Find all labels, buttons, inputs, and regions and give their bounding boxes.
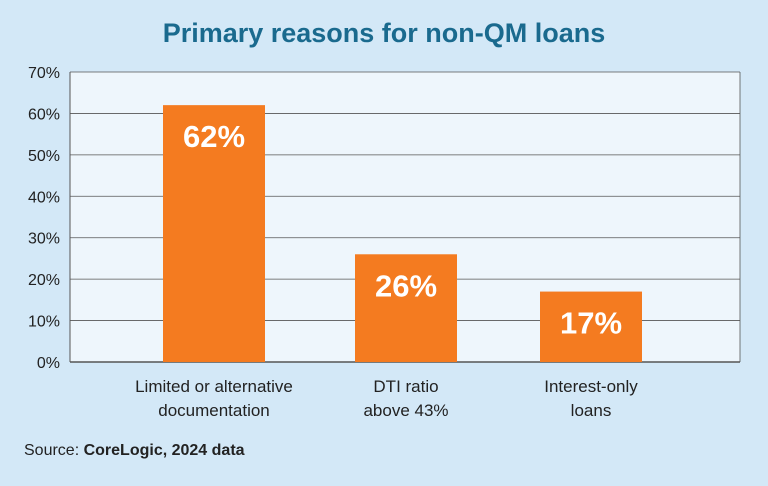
y-tick-label: 50% <box>28 148 60 165</box>
bar <box>355 254 457 362</box>
bars: 62% 26% 17% <box>163 105 642 363</box>
bar-data-label: 62% <box>183 119 245 154</box>
bar-data-label: 17% <box>560 306 622 341</box>
y-tick-label: 20% <box>28 272 60 289</box>
x-category-label: documentation <box>158 401 270 420</box>
source-prefix: Source: <box>24 442 84 459</box>
y-tick-label: 30% <box>28 231 60 248</box>
y-tick-label: 0% <box>37 355 60 372</box>
x-category-label: loans <box>571 401 612 420</box>
bar <box>163 105 265 363</box>
y-tick-label: 60% <box>28 106 60 123</box>
x-axis-categories: Limited or alternative documentation DTI r… <box>135 377 638 420</box>
bar-data-label: 26% <box>375 268 437 303</box>
x-category-label: Limited or alternative <box>135 377 293 396</box>
source-detail: CoreLogic, 2024 data <box>83 442 245 459</box>
x-category-label: above 43% <box>363 401 448 420</box>
y-tick-label: 70% <box>28 65 60 82</box>
chart-title: Primary reasons for non-QM loans <box>162 18 606 48</box>
x-category-label: DTI ratio <box>373 377 438 396</box>
y-tick-label: 10% <box>28 314 60 331</box>
x-category-label: Interest-only <box>544 377 638 396</box>
source-note: Source: CoreLogic, 2024 data <box>24 442 245 460</box>
y-axis-ticks: 0% 10% 20% 30% 40% 50% 60% 70% <box>28 65 60 372</box>
y-tick-label: 40% <box>28 189 60 206</box>
bar <box>540 291 642 362</box>
